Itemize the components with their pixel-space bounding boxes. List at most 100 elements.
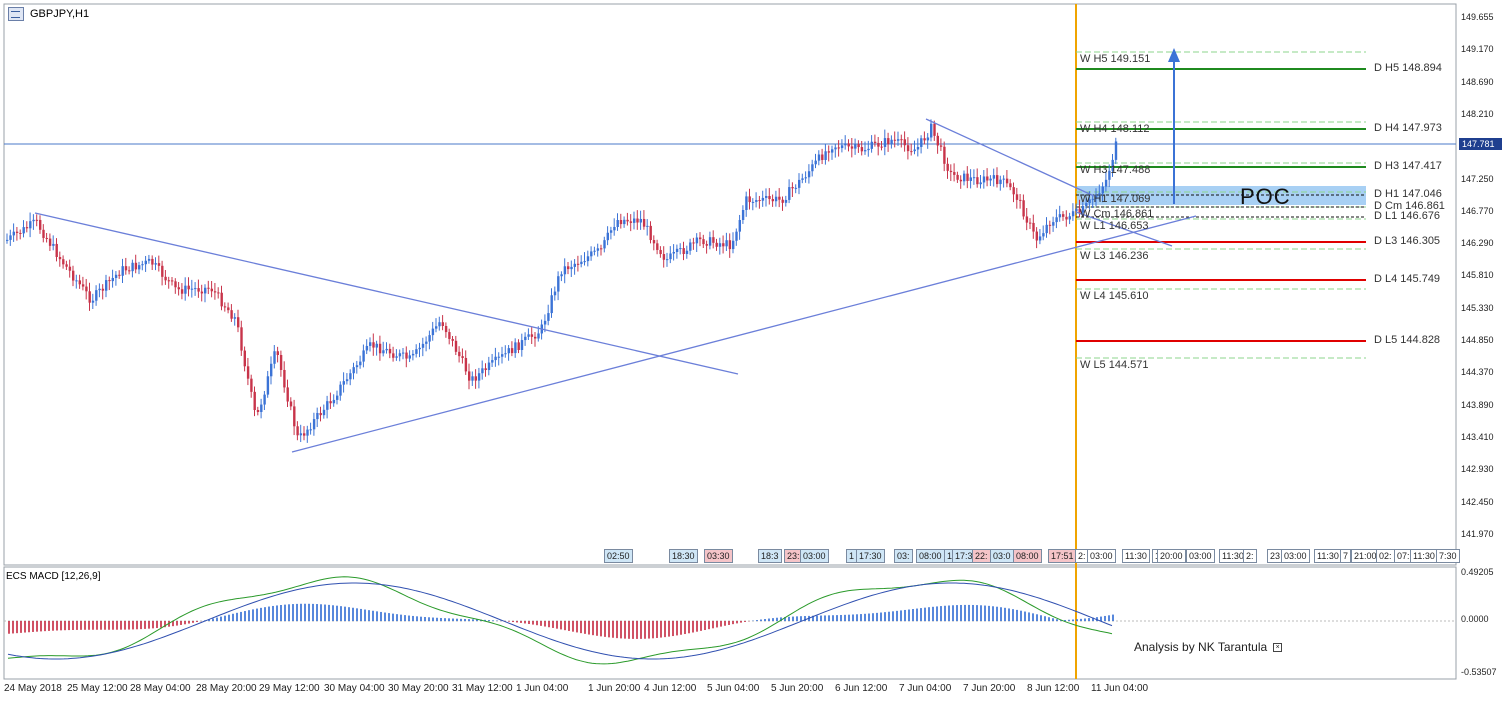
candle-body xyxy=(210,288,213,292)
candle-body xyxy=(738,219,741,232)
candle-body xyxy=(233,317,237,319)
candle-body xyxy=(402,352,405,354)
macd-histogram-bar xyxy=(736,621,738,624)
candle-body xyxy=(547,313,550,321)
macd-histogram-bar xyxy=(400,614,402,621)
macd-histogram-bar xyxy=(192,621,194,623)
weekly-level-label: W L3 146.236 xyxy=(1080,250,1149,262)
trendline[interactable] xyxy=(291,215,1197,453)
macd-histogram-bar xyxy=(48,621,50,631)
candle-body xyxy=(689,242,692,251)
candle-body xyxy=(916,146,920,150)
macd-histogram-bar xyxy=(572,621,574,632)
session-label: 03:00 xyxy=(1281,549,1310,563)
candle-body xyxy=(293,406,296,427)
candle-body xyxy=(1015,194,1019,200)
candle-body xyxy=(349,373,352,380)
macd-histogram-bar xyxy=(244,611,246,621)
candle-body xyxy=(837,147,840,149)
macd-histogram-bar xyxy=(424,616,426,621)
candle-body xyxy=(124,266,128,271)
trendline[interactable] xyxy=(1075,211,1173,247)
macd-histogram-bar xyxy=(912,609,914,621)
candle-body xyxy=(260,404,263,413)
candle-body xyxy=(771,199,774,202)
candle-body xyxy=(708,237,712,246)
macd-histogram-bar xyxy=(852,614,854,621)
macd-histogram-bar xyxy=(284,604,286,621)
candle-body xyxy=(1038,236,1042,241)
macd-histogram-bar xyxy=(668,621,670,637)
candle-body xyxy=(652,240,656,244)
candle-body xyxy=(718,243,722,247)
macd-histogram-bar xyxy=(980,605,982,621)
candle-body xyxy=(1062,214,1065,217)
macd-histogram-bar xyxy=(264,607,266,621)
candle-body xyxy=(461,356,464,358)
close-marker-icon[interactable]: × xyxy=(1273,642,1283,652)
credit-label: Analysis by NK Tarantula × xyxy=(1134,640,1283,654)
macd-histogram-bar xyxy=(1088,618,1090,621)
macd-histogram-bar xyxy=(960,604,962,621)
candle-body xyxy=(946,163,949,171)
macd-axis-label: 0.0000 xyxy=(1461,614,1489,624)
macd-histogram-bar xyxy=(32,621,34,632)
candle-body xyxy=(164,276,167,281)
candle-body xyxy=(1052,222,1055,226)
candle-body xyxy=(25,227,29,229)
price-axis-label: 148.690 xyxy=(1461,76,1494,87)
candle-body xyxy=(435,326,438,329)
candle-body xyxy=(712,237,715,243)
candle-body xyxy=(250,378,253,392)
candle-body xyxy=(494,356,497,361)
candle-body xyxy=(583,261,586,263)
macd-histogram-bar xyxy=(716,621,718,628)
candle-body xyxy=(827,151,831,153)
candle-body xyxy=(609,230,613,233)
price-axis-label: 143.890 xyxy=(1461,399,1494,410)
macd-histogram-bar xyxy=(1064,619,1066,621)
macd-histogram-bar xyxy=(836,615,838,621)
candle-body xyxy=(75,280,78,282)
time-axis-label: 6 Jun 12:00 xyxy=(835,683,888,694)
macd-histogram-bar xyxy=(512,621,514,623)
macd-histogram-bar xyxy=(732,621,734,625)
candle-body xyxy=(454,340,458,352)
candle-body xyxy=(893,139,897,141)
macd-histogram-bar xyxy=(1052,618,1054,621)
macd-histogram-bar xyxy=(232,613,234,621)
candle-body xyxy=(801,178,804,180)
trendline[interactable] xyxy=(34,212,739,375)
candle-body xyxy=(339,384,342,396)
macd-histogram-bar xyxy=(796,616,798,621)
candle-body xyxy=(576,263,580,265)
candle-body xyxy=(246,366,250,379)
macd-histogram-bar xyxy=(624,621,626,639)
macd-histogram-bar xyxy=(1016,609,1018,621)
macd-histogram-bar xyxy=(384,612,386,621)
candle-body xyxy=(728,240,732,250)
macd-histogram-bar xyxy=(216,617,218,621)
macd-histogram-bar xyxy=(144,621,146,629)
macd-histogram-bar xyxy=(588,621,590,635)
candle-body xyxy=(484,368,487,371)
session-label: 03:00 xyxy=(800,549,829,563)
candle-body xyxy=(870,141,873,149)
daily-level-label: D L4 145.749 xyxy=(1374,273,1441,285)
macd-histogram-bar xyxy=(976,605,978,621)
candle-body xyxy=(131,262,134,272)
symbol-title: GBPJPY,H1 xyxy=(30,8,90,20)
candle-body xyxy=(306,429,309,436)
candle-body xyxy=(474,376,477,381)
candle-body xyxy=(959,179,963,182)
macd-histogram-bar xyxy=(452,618,454,621)
candle-body xyxy=(966,173,969,181)
trendline[interactable] xyxy=(925,118,1095,197)
candle-body xyxy=(497,356,501,358)
candle-body xyxy=(646,225,649,227)
candle-body xyxy=(675,248,679,252)
time-axis-label: 11 Jun 04:00 xyxy=(1091,683,1149,694)
macd-histogram-bar xyxy=(1060,620,1062,621)
